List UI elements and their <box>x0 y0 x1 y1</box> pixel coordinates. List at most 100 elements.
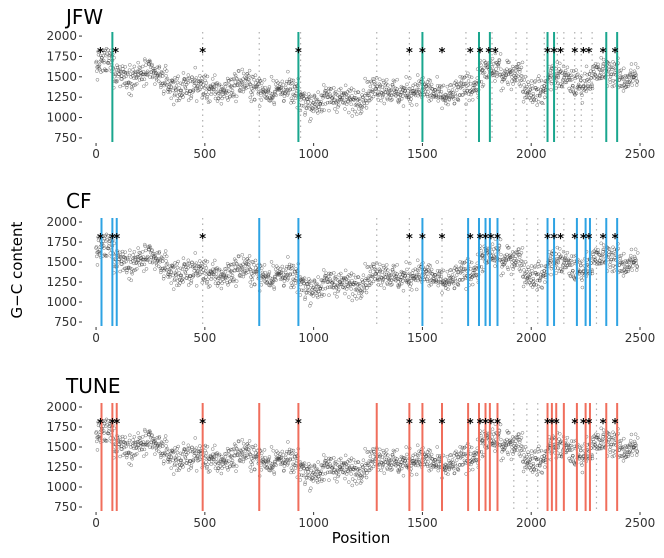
data-point <box>186 265 190 270</box>
data-point <box>358 296 363 300</box>
y-tick-label: 1000 <box>46 111 77 125</box>
data-point <box>378 453 383 458</box>
data-point <box>415 87 419 92</box>
data-point <box>377 82 382 86</box>
data-point <box>268 276 273 280</box>
data-point <box>365 463 370 467</box>
data-point <box>168 460 172 464</box>
data-point <box>520 431 525 435</box>
data-point <box>492 73 497 78</box>
data-point <box>214 87 219 91</box>
data-point <box>426 275 430 279</box>
data-point <box>352 283 356 287</box>
data-point <box>470 459 475 464</box>
data-point <box>565 435 570 440</box>
data-point <box>466 79 471 83</box>
data-point <box>522 87 527 91</box>
data-point <box>435 279 439 284</box>
data-point <box>425 265 430 269</box>
data-point <box>515 263 520 267</box>
data-point <box>231 464 235 469</box>
data-point <box>217 82 222 87</box>
data-point <box>567 260 571 265</box>
data-point <box>234 464 239 468</box>
data-point <box>441 83 446 88</box>
data-point <box>320 292 324 297</box>
data-point <box>158 74 162 79</box>
data-point <box>180 82 185 87</box>
data-point <box>299 467 303 472</box>
data-point <box>339 276 344 280</box>
data-point <box>353 294 357 298</box>
data-point <box>327 478 331 482</box>
data-point <box>397 97 402 102</box>
data-point <box>634 258 639 262</box>
data-point <box>350 292 355 296</box>
data-point <box>171 458 175 463</box>
data-point <box>95 254 99 259</box>
data-point <box>611 257 616 262</box>
data-point <box>308 464 313 468</box>
data-point <box>206 277 210 282</box>
data-point <box>532 467 537 471</box>
data-point <box>307 92 311 96</box>
data-point <box>150 433 154 437</box>
data-point <box>254 455 258 459</box>
data-point <box>502 262 507 267</box>
data-point <box>118 269 122 274</box>
data-point <box>267 85 272 89</box>
data-point <box>402 86 406 90</box>
data-point <box>171 102 176 107</box>
data-point <box>292 278 296 283</box>
data-point <box>571 269 575 273</box>
data-point <box>282 98 286 103</box>
data-point <box>106 61 111 65</box>
data-point <box>129 260 133 264</box>
data-point <box>439 95 443 100</box>
data-point <box>339 271 343 276</box>
data-point <box>116 68 121 72</box>
data-point <box>306 467 311 471</box>
data-point <box>177 98 181 103</box>
data-point <box>498 237 503 242</box>
data-point <box>143 242 147 247</box>
data-point <box>530 453 534 458</box>
data-point <box>440 106 444 111</box>
data-point <box>503 440 508 444</box>
data-point <box>359 110 364 114</box>
star-marker: * <box>485 46 492 61</box>
data-point <box>523 445 528 449</box>
data-point <box>417 272 421 277</box>
data-point <box>273 90 278 94</box>
y-tick-label: 2000 <box>46 215 77 229</box>
data-point <box>332 271 336 275</box>
data-point <box>417 87 421 92</box>
data-point <box>579 263 583 268</box>
data-point <box>292 84 297 89</box>
data-point <box>492 61 496 66</box>
data-point <box>538 92 542 96</box>
data-point <box>341 91 346 95</box>
data-point <box>571 454 575 458</box>
data-point <box>508 442 513 446</box>
data-point <box>501 86 505 91</box>
data-point <box>142 77 147 81</box>
data-point <box>177 456 181 460</box>
data-point <box>459 264 464 268</box>
data-point <box>429 467 433 472</box>
data-point <box>137 78 142 82</box>
data-point <box>568 273 572 278</box>
data-point <box>131 453 136 458</box>
data-point <box>311 109 316 114</box>
data-point <box>143 57 147 61</box>
data-point <box>237 69 241 73</box>
data-point <box>167 273 172 277</box>
data-point <box>95 448 100 452</box>
data-point <box>183 456 188 460</box>
data-point <box>222 464 226 468</box>
data-point <box>402 456 406 460</box>
data-point <box>398 463 403 467</box>
data-point <box>300 288 304 293</box>
data-point <box>407 280 411 284</box>
data-point <box>303 470 308 474</box>
